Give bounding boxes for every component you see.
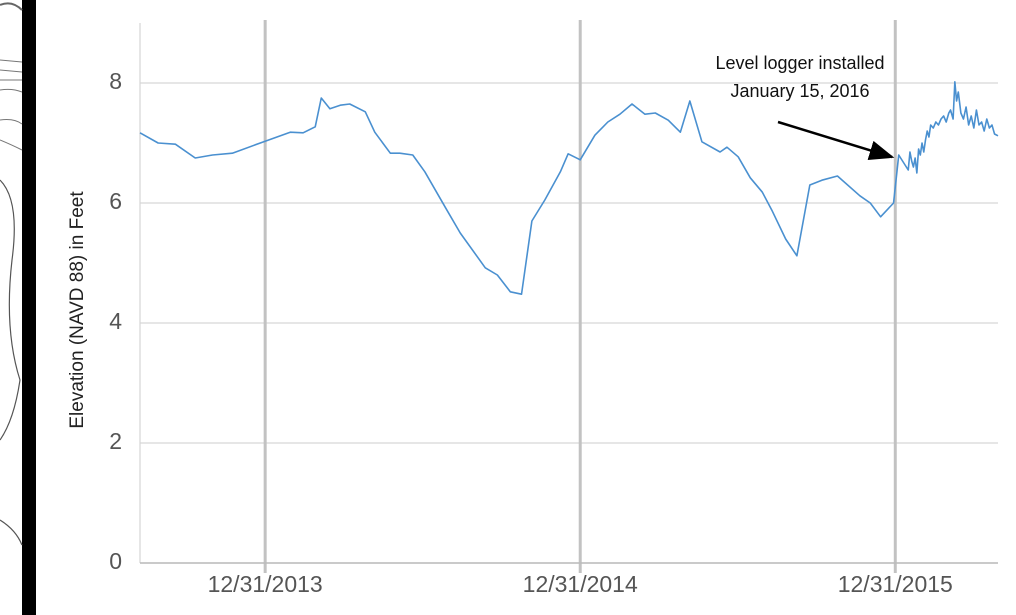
map-contour: [0, 179, 23, 546]
y-tick-label: 2: [109, 428, 122, 454]
annotation: January 15, 2016: [730, 81, 869, 101]
map-contour: [0, 59, 23, 151]
x-tick-label: 12/31/2013: [208, 571, 323, 597]
map-border: [22, 0, 36, 615]
map-contour: [0, 2, 23, 11]
y-tick-label: 6: [109, 188, 122, 214]
map-fragment: [0, 0, 36, 615]
y-tick-label: 0: [109, 548, 122, 574]
y-axis-title: Elevation (NAVD 88) in Feet: [67, 191, 88, 429]
annotation: Level logger installed: [715, 53, 884, 73]
y-tick-label: 4: [109, 308, 122, 334]
data-line: [139, 81, 999, 295]
x-tick-label: 12/31/2014: [523, 571, 638, 597]
y-tick-label: 8: [109, 68, 122, 94]
annotation-arrow: [777, 120, 895, 160]
x-tick-label: 12/31/2015: [838, 571, 953, 597]
